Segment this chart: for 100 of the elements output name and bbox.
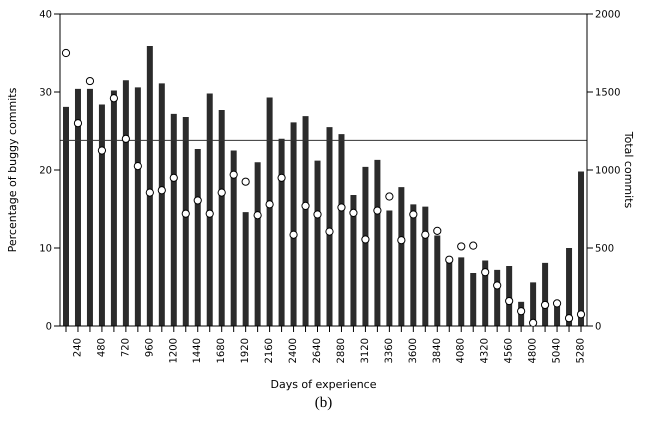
- point: [122, 134, 130, 143]
- text: (b): [314, 395, 334, 412]
- point: [529, 318, 538, 326]
- bar: [446, 262, 452, 326]
- bar: [362, 166, 368, 326]
- bar: [386, 210, 392, 326]
- x-tick-label: 3840: [432, 338, 443, 364]
- bar: [458, 257, 464, 326]
- point: [194, 196, 202, 205]
- point: [313, 210, 322, 219]
- x-tick-label: 5280: [576, 338, 587, 364]
- x-tick-label: 2880: [336, 338, 347, 364]
- x-tick-label: 4320: [480, 338, 491, 364]
- point: [242, 178, 250, 186]
- point: [289, 230, 298, 239]
- bar: [566, 248, 572, 326]
- point: [230, 170, 238, 179]
- x-tick-label: 3600: [408, 338, 419, 364]
- bar: [374, 160, 380, 326]
- x-tick-label: 1680: [216, 338, 228, 364]
- point: [266, 200, 274, 208]
- point: [564, 314, 574, 322]
- point: [277, 174, 286, 182]
- y2-axis-title: Total commits: [622, 130, 636, 209]
- point: [397, 236, 406, 244]
- x-tick-label: 2640: [312, 338, 324, 364]
- bar: [254, 162, 261, 326]
- point: [433, 226, 442, 235]
- point: [349, 208, 358, 217]
- point: [517, 307, 526, 316]
- point: [361, 235, 370, 244]
- bar: [242, 212, 249, 326]
- point: [218, 188, 226, 197]
- y2-tick-label: 1000: [595, 166, 620, 177]
- point: [110, 94, 118, 102]
- point: [576, 310, 586, 318]
- point: [62, 48, 70, 58]
- point: [552, 299, 562, 308]
- point: [325, 228, 334, 236]
- point: [337, 203, 346, 212]
- x-tick-label: 720: [120, 338, 132, 358]
- bar: [422, 206, 428, 326]
- point: [146, 188, 154, 197]
- bar: [434, 236, 440, 326]
- point: [457, 242, 466, 251]
- bar: [470, 272, 476, 326]
- point: [206, 210, 214, 218]
- y-tick-label: 0: [46, 322, 52, 333]
- point: [493, 281, 502, 290]
- point: [158, 186, 166, 194]
- x-tick-label: 960: [144, 338, 156, 358]
- bar: [554, 306, 560, 326]
- x-axis-title: Days of experience: [270, 378, 377, 391]
- y2-tick-label: 0: [595, 322, 602, 333]
- x-tick-label: 240: [72, 338, 84, 358]
- y2-tick-label: 500: [595, 244, 614, 255]
- y-tick-label: 20: [39, 166, 52, 177]
- x-tick-label: 2160: [264, 338, 276, 364]
- y-tick-label: 10: [39, 244, 52, 255]
- bar: [122, 80, 129, 326]
- x-tick-label: 480: [96, 338, 108, 358]
- point: [481, 268, 490, 276]
- point: [540, 300, 550, 310]
- point: [469, 242, 478, 250]
- x-tick-label: 2400: [288, 338, 300, 364]
- x-tick-label: 1200: [168, 338, 180, 364]
- bar: [398, 187, 404, 326]
- point: [182, 210, 190, 218]
- point: [170, 174, 178, 182]
- x-tick-label: 4560: [504, 338, 515, 364]
- point: [445, 256, 454, 264]
- point: [98, 146, 106, 155]
- point: [385, 192, 394, 201]
- point: [254, 211, 262, 220]
- y-tick-label: 30: [39, 88, 52, 99]
- point: [505, 296, 514, 306]
- bar: [314, 160, 321, 326]
- x-tick-label: 4080: [456, 338, 467, 364]
- x-tick-label: 5040: [552, 338, 563, 364]
- point: [373, 206, 382, 215]
- point: [74, 119, 82, 128]
- x-tick-label: 1440: [192, 338, 204, 364]
- bar: [230, 150, 237, 326]
- x-tick-label: 3360: [384, 338, 395, 364]
- y-tick-label: 40: [39, 10, 52, 21]
- x-tick-label: 3120: [360, 338, 371, 364]
- y2-tick-label: 1500: [595, 88, 620, 99]
- x-tick-label: 4800: [528, 338, 539, 364]
- bar: [410, 204, 416, 326]
- bar: [350, 194, 356, 326]
- point: [301, 202, 310, 210]
- point: [86, 76, 94, 86]
- y-axis-title: Percentage of buggy commits: [6, 87, 19, 252]
- y2-tick-label: 2000: [595, 10, 620, 21]
- bar: [578, 172, 584, 326]
- bar: [194, 148, 201, 326]
- x-tick-label: 1920: [240, 338, 252, 364]
- point: [134, 162, 142, 170]
- point: [409, 210, 418, 219]
- point: [421, 230, 430, 239]
